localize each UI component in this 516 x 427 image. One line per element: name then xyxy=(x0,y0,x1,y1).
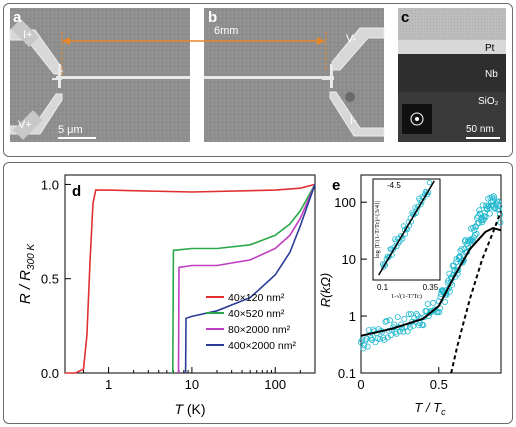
chart-e-inset-point xyxy=(426,179,433,186)
chart-e-inset-xlabel: 1-√(1-T/Tc) xyxy=(391,292,422,300)
chart-d-legend-label-3: 400×2000 nm² xyxy=(228,340,297,352)
chart-e-scatter-point xyxy=(471,231,478,238)
chart-d-frame xyxy=(64,174,316,374)
chart-e-scatter-point xyxy=(363,335,370,342)
chart-e-scatter-point xyxy=(383,317,390,324)
chart-e-scatter-point xyxy=(376,335,383,342)
chart-e-fit-solid xyxy=(360,227,502,337)
chart-e-scatter-point xyxy=(458,246,465,253)
chart-e-scatter-point xyxy=(407,310,414,317)
chart-e-scatter-point xyxy=(446,270,453,277)
micrograph-b-panel-letter: b xyxy=(208,9,217,26)
chart-e-xlabel: T / Tc xyxy=(414,400,446,417)
chart-d-series-line-2 xyxy=(177,184,316,374)
chart-e-scatter-point xyxy=(497,219,504,226)
chart-e-scatter-point xyxy=(473,230,480,237)
spacing-label: 6mm xyxy=(214,25,238,37)
chart-e-inset-ylabel: log |T/(1-T/Tc)^{3/4}| xyxy=(374,201,381,259)
chart-e-scatter-point xyxy=(406,324,413,331)
chart-d-xtick-label: 1 xyxy=(105,377,112,392)
chart-e-scatter-point xyxy=(486,210,493,217)
chart-e-inset-point xyxy=(386,253,392,260)
micrograph-a-panel-letter: a xyxy=(13,9,22,26)
chart-e-scatter-point xyxy=(386,317,393,324)
chart-e-scatter-point xyxy=(400,328,407,335)
chart-e-scatter-point xyxy=(495,206,502,213)
chart-e-inset-fit xyxy=(378,180,435,276)
chart-e-scatter-point xyxy=(456,253,463,260)
chart-e-scatter-point xyxy=(481,212,488,219)
chart-e-inset-point xyxy=(418,201,424,207)
micrograph-a xyxy=(9,8,190,142)
chart-e-scatter-point xyxy=(482,214,489,221)
micrograph-a-label-vplus: V+ xyxy=(18,119,32,131)
micrograph-b-label-vminus: V- xyxy=(346,33,357,45)
chart-e-scatter-point xyxy=(496,203,503,210)
chart-e-inset-point xyxy=(392,236,398,242)
chart-d-series-line-3 xyxy=(184,184,316,374)
layer-pt-label: Pt xyxy=(485,43,495,54)
chart-d-ytick-label: 0.5 xyxy=(41,272,59,287)
layer-sio2-label: SiO₂ xyxy=(478,96,499,107)
chart-e-scatter-point xyxy=(405,311,412,318)
chart-e-scatter-point xyxy=(460,257,467,264)
chart-e-inset-ytick: -4.5 xyxy=(387,181,401,190)
chart-d-legend-label-1: 40×520 nm² xyxy=(228,308,285,320)
chart-d-panel-letter: d xyxy=(72,183,81,200)
chart-e-inset-xtick: 0.1 xyxy=(377,283,389,292)
chart-e-scatter-point xyxy=(401,315,408,322)
chart-e-scatter-point xyxy=(394,313,401,320)
micrograph-c xyxy=(398,8,506,142)
chart-e-ytick-label: 10 xyxy=(342,252,356,267)
chart-e-scatter-point xyxy=(436,309,443,316)
chart-e: 0 0.5 0.1 1 10 100 0.1 0.35 -4.5 log |T/(1-T/Tc)^… xyxy=(334,174,504,392)
chart-e-scatter-point xyxy=(469,238,476,245)
chart-e-frame xyxy=(360,174,502,374)
chart-e-scatter-point xyxy=(392,328,399,335)
chart-e-scatter-point xyxy=(430,299,437,306)
micrograph-b xyxy=(204,8,385,142)
chart-e-scatter-point xyxy=(441,298,448,305)
chart-e-ytick-label: 0.1 xyxy=(338,366,356,381)
chart-d-ylabel: R / R300 K xyxy=(17,243,37,305)
chart-e-scatter-point xyxy=(457,247,464,254)
chart-e-fit-dashed xyxy=(450,210,502,374)
layer-nb-label: Nb xyxy=(485,69,498,80)
chart-e-ylabel: R(kΩ) xyxy=(318,273,333,307)
chart-d-ytick-label: 1.0 xyxy=(41,177,59,192)
chart-e-xtick-label: 0.5 xyxy=(430,377,448,392)
chart-e-panel-letter: e xyxy=(332,177,340,194)
scale-bar-c-text: 50 nm xyxy=(466,124,494,135)
spacing-arrow xyxy=(61,32,327,76)
chart-e-ytick-label: 1 xyxy=(349,309,356,324)
chart-d-series-line-0 xyxy=(65,183,316,374)
chart-e-scatter-point xyxy=(490,193,497,200)
chart-e-scatter-point xyxy=(476,207,483,214)
scale-bar-a-text: 5 μm xyxy=(58,124,83,136)
chart-e-xtick-label: 0 xyxy=(357,377,364,392)
chart-d-xtick-label: 10 xyxy=(185,377,199,392)
chart-d-xtick-label: 100 xyxy=(264,377,286,392)
chart-e-scatter-point xyxy=(421,314,428,321)
chart-e-scatter-point xyxy=(361,342,368,349)
chart-e-inset-xtick: 0.35 xyxy=(423,283,439,292)
chart-e-scatter-point xyxy=(364,343,371,350)
chart-e-ytick-label: 100 xyxy=(334,195,356,210)
chart-e-scatter-point xyxy=(413,310,420,317)
chart-d-legend-label-0: 40×120 nm² xyxy=(228,292,285,304)
chart-e-scatter-point xyxy=(495,198,502,205)
chart-e-scatter-point xyxy=(420,322,427,329)
chart-d: 1 10 100 0.0 0.5 1.0 40×120 nm² 40×520 nm² 80×20… xyxy=(41,174,316,392)
chart-d-series-line-1 xyxy=(172,184,316,374)
chart-d-xlabel: T (K) xyxy=(174,401,205,417)
chart-d-legend-label-2: 80×2000 nm² xyxy=(228,324,291,336)
chart-e-scatter-point xyxy=(424,301,431,308)
chart-d-ytick-label: 0.0 xyxy=(41,366,59,381)
micrograph-a-label-iplus: I+ xyxy=(23,29,32,41)
micrograph-b-label-iminus: I- xyxy=(350,115,357,127)
micrograph-c-panel-letter: c xyxy=(401,9,409,26)
